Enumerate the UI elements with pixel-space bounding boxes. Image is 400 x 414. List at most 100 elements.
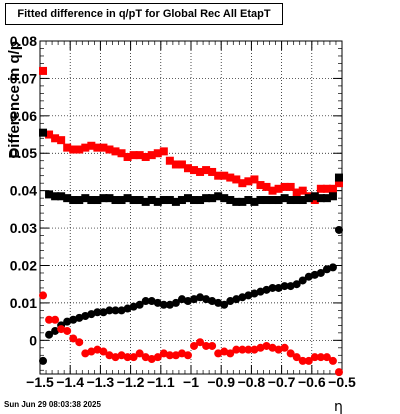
timestamp-label: Sun Jun 29 08:03:38 2025 <box>4 400 101 409</box>
data-point-series-1 <box>81 143 90 152</box>
data-point-series-1 <box>75 145 84 154</box>
data-point-series-4 <box>328 356 337 365</box>
data-point-series-4 <box>208 341 217 350</box>
x-tick-label: −1.1 <box>147 374 175 390</box>
data-point-series-1 <box>99 143 108 152</box>
data-point-series-2 <box>159 196 168 205</box>
data-point-series-1 <box>280 182 289 191</box>
data-point-series-2 <box>334 173 343 182</box>
data-point-series-1 <box>238 179 247 188</box>
data-point-series-1 <box>39 66 48 75</box>
data-point-series-4 <box>171 351 180 360</box>
y-tick-label: 0.05 <box>10 145 37 161</box>
y-tick-label: 0.08 <box>10 33 37 49</box>
data-point-series-1 <box>147 151 156 160</box>
data-point-series-4 <box>298 356 307 365</box>
y-tick-label: 0.06 <box>10 108 37 124</box>
data-point-series-4 <box>105 351 114 360</box>
data-point-series-2 <box>226 196 235 205</box>
data-point-series-1 <box>208 167 217 176</box>
data-point-series-4 <box>274 345 283 354</box>
data-point-series-3 <box>220 300 229 309</box>
data-point-series-2 <box>135 196 144 205</box>
data-point-series-2 <box>298 196 307 205</box>
data-point-series-3 <box>183 297 192 306</box>
data-point-series-3 <box>214 298 223 307</box>
data-point-series-3 <box>250 289 259 298</box>
data-point-series-4 <box>63 326 72 335</box>
data-point-series-4 <box>262 341 271 350</box>
data-point-series-4 <box>316 353 325 362</box>
data-point-series-3 <box>135 300 144 309</box>
data-point-series-2 <box>310 192 319 201</box>
data-point-series-4 <box>220 347 229 356</box>
data-point-series-2 <box>208 194 217 203</box>
data-point-series-1 <box>268 186 277 195</box>
data-point-series-4 <box>334 368 343 377</box>
data-point-series-4 <box>165 351 174 360</box>
data-point-series-1 <box>87 141 96 150</box>
data-point-series-2 <box>153 197 162 206</box>
data-point-series-3 <box>190 295 199 304</box>
data-point-series-4 <box>81 349 90 358</box>
data-point-series-4 <box>256 343 265 352</box>
data-point-series-2 <box>256 196 265 205</box>
x-axis-label: η <box>334 399 343 414</box>
data-point-series-1 <box>117 149 126 158</box>
data-point-series-2 <box>322 194 331 203</box>
data-point-series-4 <box>93 345 102 354</box>
y-tick-label: 0.01 <box>10 295 37 311</box>
data-point-series-4 <box>129 353 138 362</box>
y-tick-label: 0.03 <box>10 220 37 236</box>
data-point-series-3 <box>310 270 319 279</box>
data-point-series-4 <box>214 349 223 358</box>
data-point-series-3 <box>141 297 150 306</box>
data-point-series-3 <box>238 293 247 302</box>
data-markers <box>39 66 343 377</box>
data-point-series-2 <box>280 194 289 203</box>
data-point-series-2 <box>250 197 259 206</box>
data-point-series-4 <box>232 345 241 354</box>
x-tick-label: −1.4 <box>56 374 84 390</box>
data-point-series-4 <box>45 315 54 324</box>
data-point-series-2 <box>93 196 102 205</box>
data-point-series-2 <box>45 190 54 199</box>
data-point-series-3 <box>171 298 180 307</box>
data-point-series-4 <box>304 356 313 365</box>
data-point-series-2 <box>147 196 156 205</box>
data-point-series-4 <box>153 353 162 362</box>
data-point-series-2 <box>196 196 205 205</box>
data-point-series-4 <box>244 345 253 354</box>
y-tick-label: 0.04 <box>10 183 37 199</box>
data-point-series-3 <box>111 306 120 315</box>
x-tick-label: −1.3 <box>87 374 115 390</box>
x-tick-label: −0.5 <box>328 374 356 390</box>
data-point-series-1 <box>262 182 271 191</box>
x-tick-label: −0.7 <box>268 374 296 390</box>
data-point-series-3 <box>334 225 343 234</box>
data-point-series-2 <box>81 194 90 203</box>
data-point-series-2 <box>202 194 211 203</box>
data-point-series-1 <box>135 151 144 160</box>
data-point-series-1 <box>298 186 307 195</box>
data-point-series-4 <box>250 345 259 354</box>
data-point-series-2 <box>63 194 72 203</box>
data-point-series-2 <box>111 196 120 205</box>
data-point-series-3 <box>165 300 174 309</box>
data-point-series-4 <box>286 349 295 358</box>
data-point-series-4 <box>190 341 199 350</box>
data-point-series-1 <box>190 166 199 175</box>
data-point-series-1 <box>334 179 343 188</box>
data-point-series-1 <box>63 143 72 152</box>
data-point-series-3 <box>63 317 72 326</box>
data-point-series-1 <box>292 188 301 197</box>
y-tick-label: 0 <box>29 332 37 348</box>
data-point-series-3 <box>129 302 138 311</box>
data-point-series-3 <box>328 263 337 272</box>
x-tick-label: −0.6 <box>298 374 326 390</box>
data-point-series-2 <box>238 197 247 206</box>
data-point-series-2 <box>214 192 223 201</box>
data-point-series-3 <box>39 356 48 365</box>
data-point-series-3 <box>105 306 114 315</box>
data-point-series-1 <box>45 130 54 139</box>
